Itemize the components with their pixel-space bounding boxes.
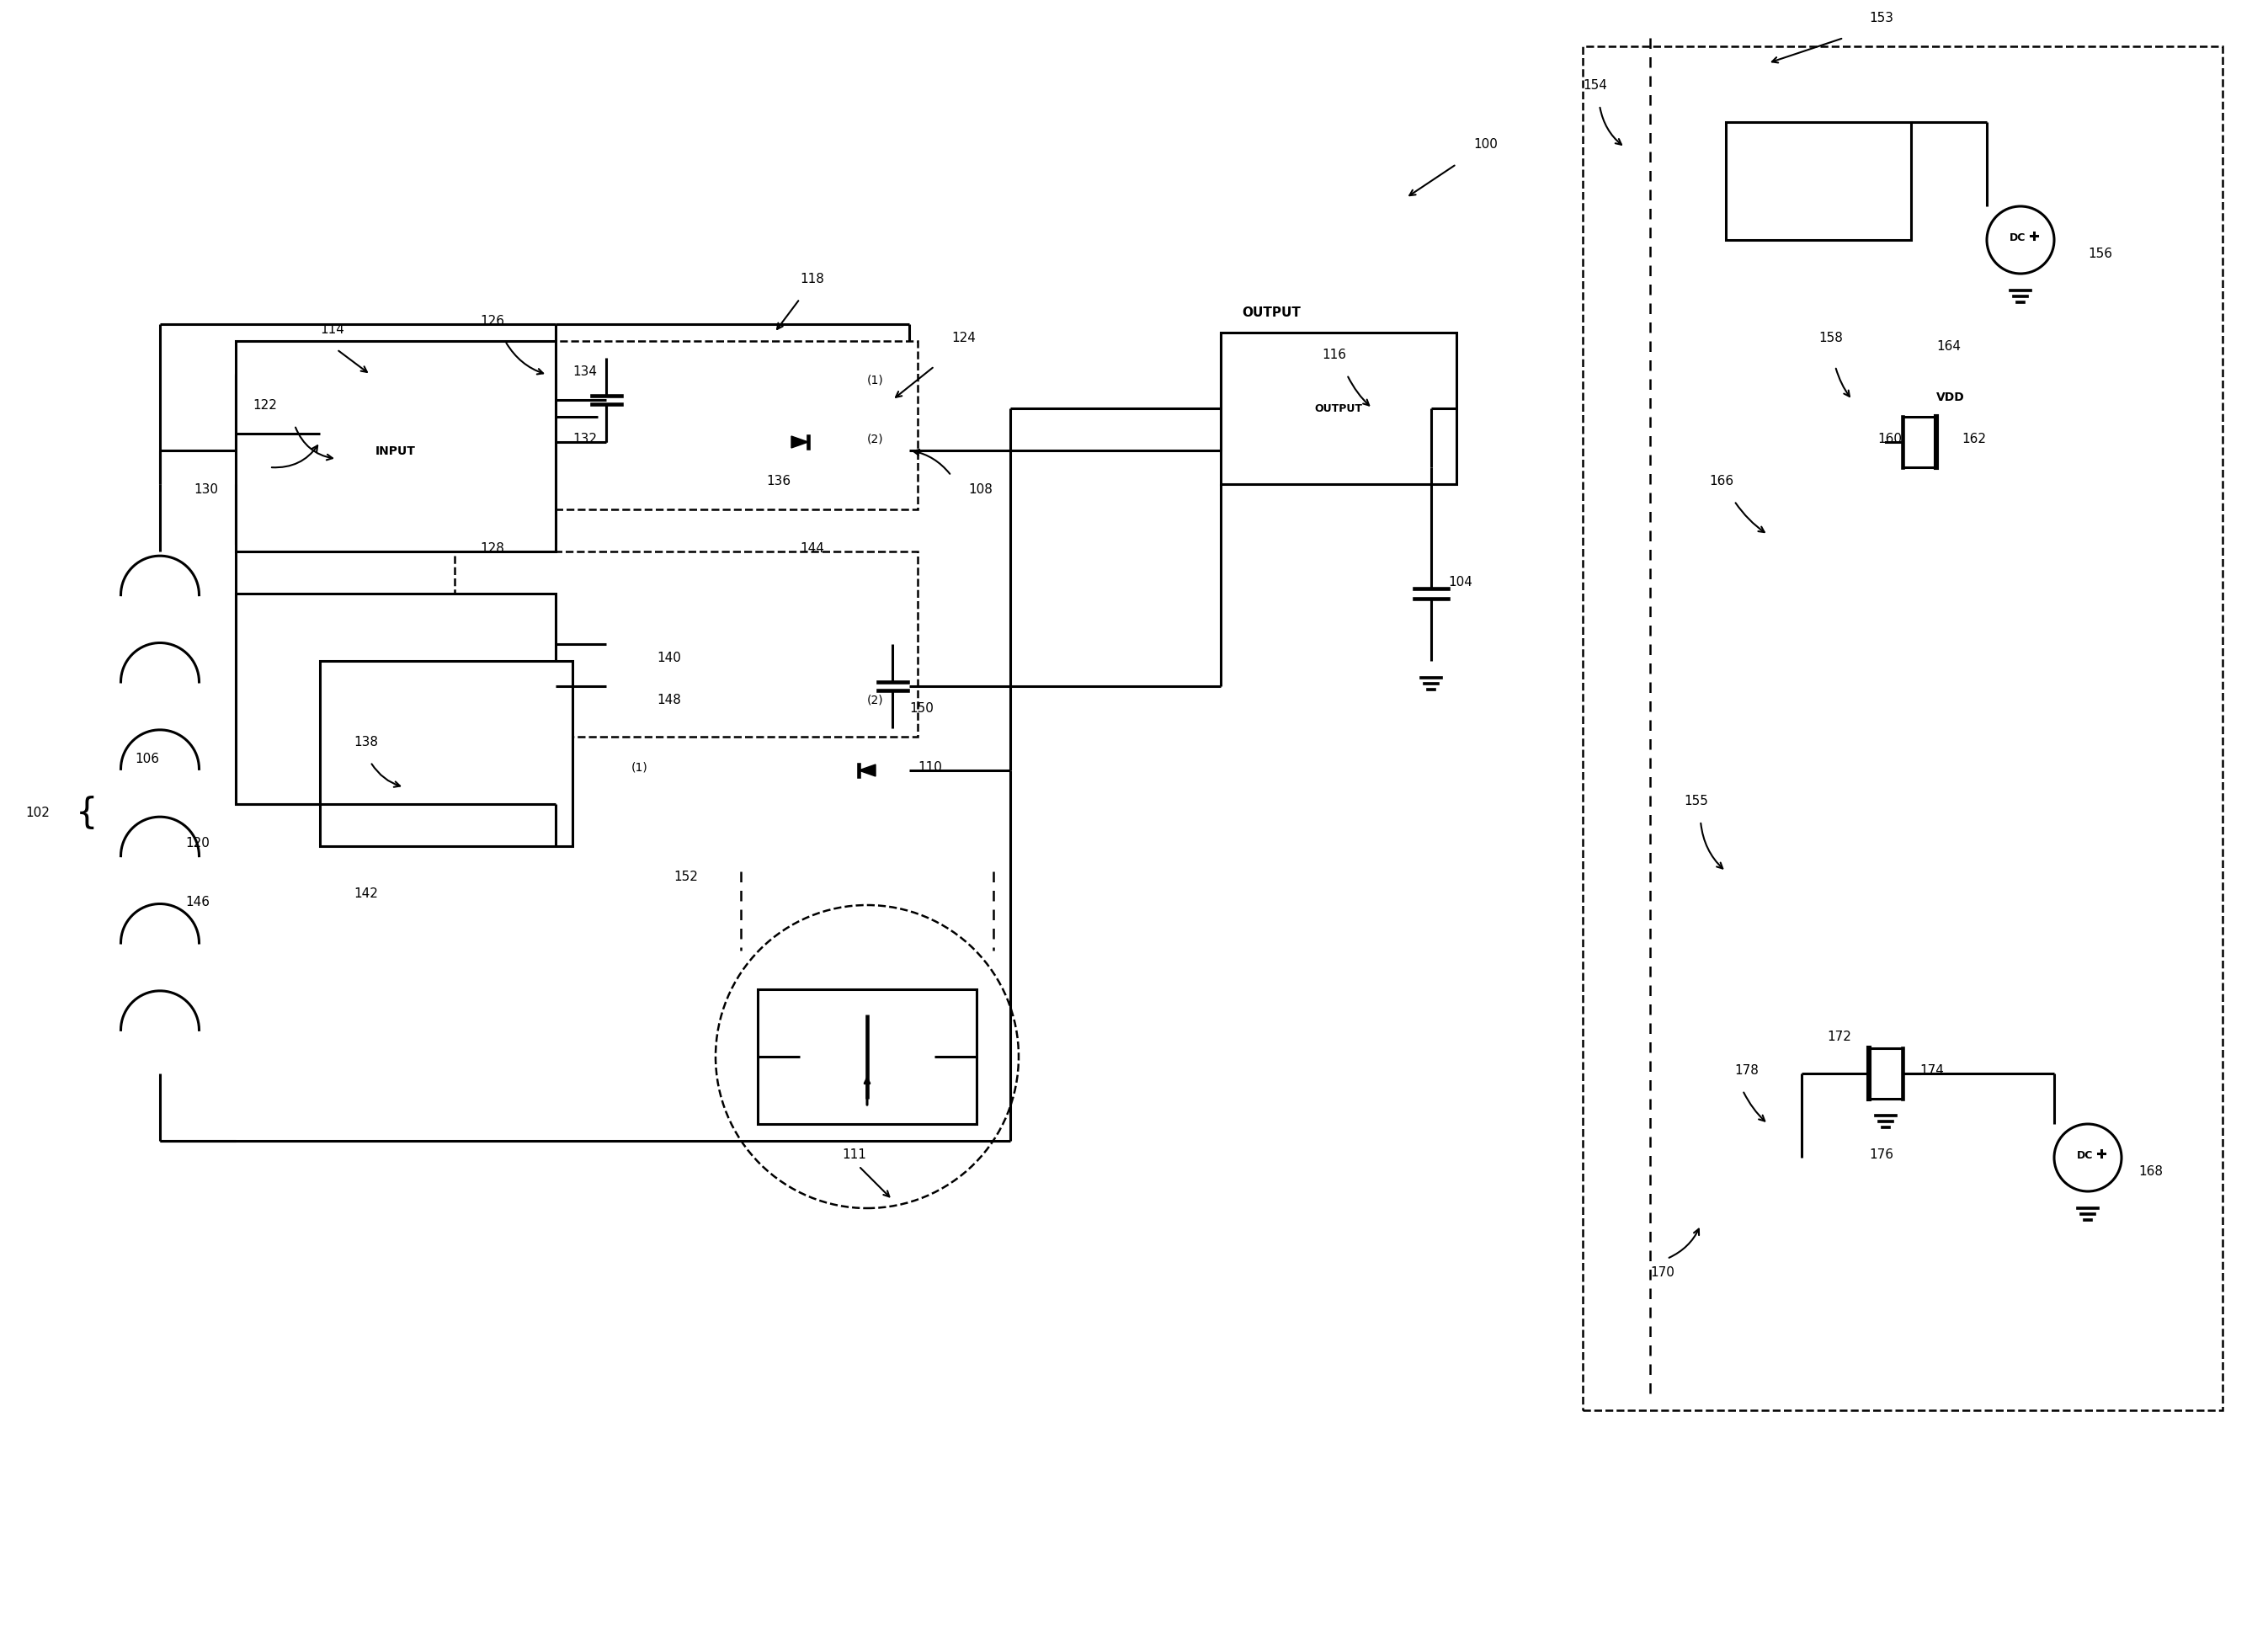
Text: 120: 120 xyxy=(186,836,209,849)
Text: (2): (2) xyxy=(866,695,885,706)
Bar xyxy=(236,342,556,551)
Text: 150: 150 xyxy=(909,701,934,714)
Bar xyxy=(1726,123,1912,240)
Text: 126: 126 xyxy=(481,314,503,328)
Text: 155: 155 xyxy=(1683,795,1708,807)
Text: 144: 144 xyxy=(801,542,823,555)
Text: VDD: VDD xyxy=(1937,392,1964,403)
Polygon shape xyxy=(860,765,875,777)
Text: 108: 108 xyxy=(968,482,993,495)
Text: 168: 168 xyxy=(2139,1165,2164,1177)
Bar xyxy=(1220,332,1456,484)
Bar xyxy=(454,551,919,737)
Text: 170: 170 xyxy=(1651,1266,1674,1279)
Text: 128: 128 xyxy=(481,542,503,555)
Bar xyxy=(1583,48,2223,1411)
Bar xyxy=(236,594,556,805)
Bar xyxy=(454,342,919,510)
Text: 104: 104 xyxy=(1447,576,1472,588)
Text: 176: 176 xyxy=(1869,1147,1894,1160)
Text: 174: 174 xyxy=(1919,1063,1944,1076)
Text: 116: 116 xyxy=(1322,349,1347,360)
Text: 158: 158 xyxy=(1819,331,1842,344)
Text: 134: 134 xyxy=(572,365,596,379)
Text: 140: 140 xyxy=(658,652,680,663)
Text: 166: 166 xyxy=(1710,474,1733,487)
Text: 110: 110 xyxy=(919,760,941,774)
Circle shape xyxy=(2055,1124,2121,1192)
Text: {: { xyxy=(75,795,98,831)
Text: (1): (1) xyxy=(631,762,649,774)
Text: 138: 138 xyxy=(354,736,379,747)
Bar xyxy=(758,989,978,1124)
Text: 111: 111 xyxy=(841,1147,866,1160)
Text: (1): (1) xyxy=(866,375,885,387)
Bar xyxy=(320,662,572,846)
Text: DC: DC xyxy=(2077,1151,2093,1160)
Text: 156: 156 xyxy=(2089,247,2112,260)
Text: 148: 148 xyxy=(658,693,680,706)
Text: INPUT: INPUT xyxy=(376,444,415,458)
Text: 152: 152 xyxy=(674,871,699,882)
Text: 178: 178 xyxy=(1735,1063,1758,1076)
Text: 132: 132 xyxy=(572,433,596,444)
Text: 102: 102 xyxy=(25,807,50,820)
Text: OUTPUT: OUTPUT xyxy=(1243,306,1300,319)
Text: 100: 100 xyxy=(1474,138,1497,151)
Text: 122: 122 xyxy=(252,398,277,412)
Text: (2): (2) xyxy=(866,433,885,444)
Text: 142: 142 xyxy=(354,887,379,900)
Text: 164: 164 xyxy=(1937,341,1962,352)
Circle shape xyxy=(717,905,1018,1208)
Text: 106: 106 xyxy=(134,752,159,765)
Text: OUTPUT: OUTPUT xyxy=(1315,403,1363,415)
Text: 114: 114 xyxy=(320,323,345,336)
Text: 154: 154 xyxy=(1583,79,1608,92)
Text: 124: 124 xyxy=(950,331,975,344)
Text: 162: 162 xyxy=(1962,433,1987,444)
Polygon shape xyxy=(792,436,807,448)
Bar xyxy=(236,375,556,543)
Text: 136: 136 xyxy=(767,474,792,487)
Circle shape xyxy=(1987,207,2055,275)
Text: 153: 153 xyxy=(1869,12,1894,25)
Text: 160: 160 xyxy=(1878,433,1903,444)
Text: 172: 172 xyxy=(1826,1030,1851,1042)
Text: DC: DC xyxy=(2009,232,2025,244)
Text: 118: 118 xyxy=(801,273,823,285)
Text: 146: 146 xyxy=(186,895,209,909)
Text: 130: 130 xyxy=(193,482,218,495)
